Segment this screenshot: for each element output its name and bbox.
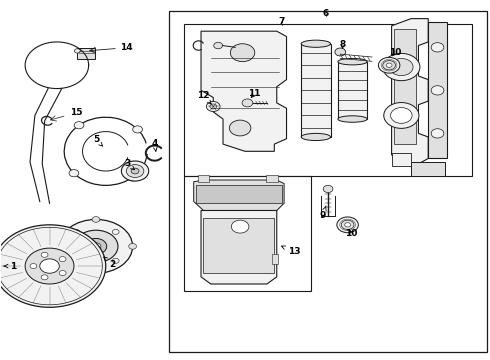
Circle shape (383, 53, 420, 81)
Text: 15: 15 (70, 108, 83, 117)
Circle shape (129, 243, 137, 249)
Ellipse shape (301, 40, 331, 47)
Circle shape (41, 275, 48, 280)
Bar (392, 153, 411, 166)
Circle shape (41, 252, 48, 257)
Circle shape (391, 108, 412, 123)
Circle shape (59, 257, 66, 262)
Circle shape (127, 174, 137, 181)
Circle shape (214, 42, 222, 49)
Text: 5: 5 (93, 135, 102, 146)
Circle shape (69, 170, 79, 177)
Circle shape (40, 259, 59, 273)
Text: 9: 9 (319, 206, 326, 220)
Circle shape (344, 223, 350, 227)
Text: 2: 2 (104, 257, 115, 269)
Bar (411, 162, 445, 176)
Bar (428, 22, 447, 158)
Text: 13: 13 (282, 246, 300, 256)
Circle shape (133, 126, 143, 133)
Ellipse shape (338, 116, 367, 122)
Text: 6: 6 (322, 9, 329, 18)
Text: 14: 14 (120, 43, 133, 52)
Polygon shape (201, 31, 287, 151)
Circle shape (74, 122, 84, 129)
Bar (394, 30, 416, 144)
Circle shape (55, 243, 63, 249)
Circle shape (383, 60, 395, 70)
Bar (184, 176, 311, 291)
Bar (272, 253, 278, 264)
Circle shape (231, 220, 249, 233)
Bar (184, 24, 472, 176)
Circle shape (59, 220, 133, 273)
Text: 4: 4 (151, 139, 158, 151)
Circle shape (384, 103, 419, 129)
Circle shape (431, 129, 444, 138)
Circle shape (0, 225, 106, 307)
Circle shape (73, 258, 80, 263)
Circle shape (386, 63, 392, 67)
Circle shape (112, 229, 119, 234)
Polygon shape (201, 211, 277, 284)
Circle shape (206, 102, 220, 112)
Bar (196, 185, 282, 203)
Circle shape (323, 185, 333, 193)
Circle shape (74, 230, 118, 262)
Circle shape (390, 58, 413, 76)
Circle shape (131, 168, 139, 174)
Bar (197, 175, 209, 182)
Circle shape (341, 220, 354, 229)
Polygon shape (194, 180, 284, 211)
Bar (266, 175, 278, 182)
Bar (338, 62, 367, 119)
Bar (301, 44, 331, 137)
Text: 10: 10 (345, 229, 358, 238)
Circle shape (431, 86, 444, 95)
Circle shape (242, 99, 253, 107)
Ellipse shape (338, 58, 367, 65)
Text: 8: 8 (340, 40, 346, 49)
Circle shape (73, 229, 80, 234)
Text: 3: 3 (124, 159, 134, 170)
Circle shape (92, 217, 100, 222)
Text: 11: 11 (248, 89, 261, 98)
Circle shape (74, 49, 80, 53)
Text: 7: 7 (278, 17, 285, 26)
Circle shape (229, 120, 251, 136)
Text: 12: 12 (197, 91, 211, 104)
Circle shape (210, 104, 217, 109)
Circle shape (91, 243, 101, 250)
Bar (77, 48, 95, 59)
Circle shape (230, 44, 255, 62)
Circle shape (126, 165, 144, 177)
Circle shape (85, 238, 107, 254)
Bar (169, 12, 487, 352)
Circle shape (122, 161, 149, 181)
Circle shape (92, 270, 100, 276)
Circle shape (59, 270, 66, 275)
Circle shape (335, 48, 345, 56)
Circle shape (378, 57, 400, 73)
Text: 1: 1 (4, 262, 16, 271)
Circle shape (337, 217, 358, 233)
Bar (203, 218, 274, 273)
Circle shape (112, 258, 119, 263)
Text: 10: 10 (389, 48, 402, 57)
Circle shape (25, 248, 74, 284)
Circle shape (30, 264, 37, 269)
Polygon shape (392, 19, 428, 164)
Circle shape (431, 42, 444, 52)
Ellipse shape (301, 134, 331, 140)
